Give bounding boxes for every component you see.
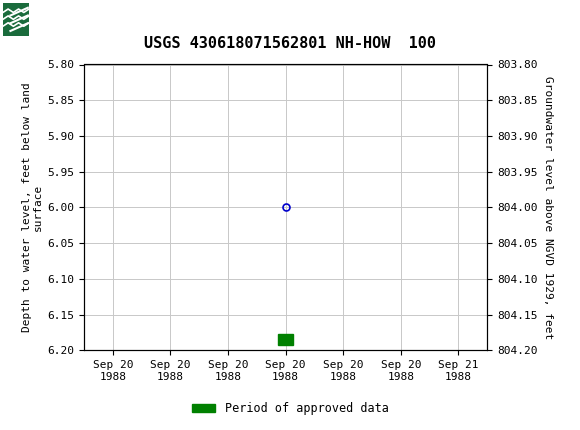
Y-axis label: Groundwater level above NGVD 1929, feet: Groundwater level above NGVD 1929, feet [543, 76, 553, 339]
Y-axis label: Depth to water level, feet below land
surface: Depth to water level, feet below land su… [21, 83, 44, 332]
FancyBboxPatch shape [3, 3, 29, 36]
Bar [278, 335, 293, 345]
Legend: Period of approved data: Period of approved data [187, 397, 393, 420]
Text: USGS: USGS [35, 10, 90, 28]
Text: USGS 430618071562801 NH-HOW  100: USGS 430618071562801 NH-HOW 100 [144, 36, 436, 50]
